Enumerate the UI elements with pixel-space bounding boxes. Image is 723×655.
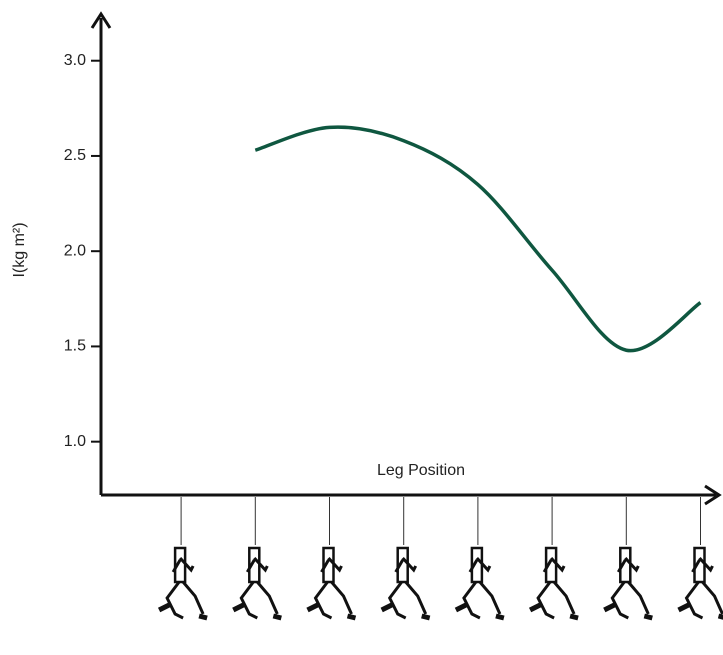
runner-figure: [308, 548, 356, 618]
y-tick-label: 2.5: [64, 147, 86, 164]
x-axis-label: Leg Position: [377, 462, 465, 479]
runner-figure: [679, 548, 723, 618]
runner-figure: [604, 548, 652, 618]
runner-figure: [382, 548, 430, 618]
runner-figure: [233, 548, 281, 618]
data-line: [254, 125, 702, 353]
y-tick-label: 1.5: [64, 338, 86, 355]
y-tick-label: 1.0: [64, 433, 86, 450]
y-tick-label: 3.0: [64, 52, 86, 69]
y-tick-label: 2.0: [64, 242, 86, 259]
y-axis-arrow: [90, 11, 112, 29]
runner-figure: [159, 548, 207, 618]
x-axis-arrow: [704, 484, 722, 506]
runner-figure: [456, 548, 504, 618]
y-axis-label: I(kg m²): [11, 222, 28, 277]
runner-figure: [530, 548, 578, 618]
